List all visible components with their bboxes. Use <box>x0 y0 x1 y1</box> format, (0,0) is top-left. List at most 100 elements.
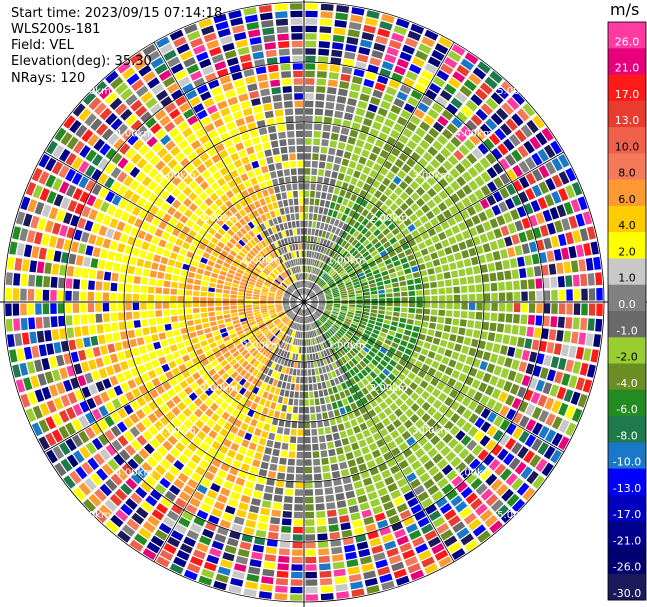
range-gate <box>362 346 370 353</box>
range-gate <box>284 101 293 108</box>
range-gate <box>305 93 314 100</box>
range-gate <box>305 541 316 549</box>
range-gate <box>362 288 370 293</box>
range-gate <box>455 130 467 143</box>
range-gate <box>314 198 320 206</box>
range-gate <box>287 466 295 473</box>
range-gate <box>193 103 205 114</box>
range-gate <box>352 334 360 341</box>
range-gate <box>308 346 312 353</box>
range-gate <box>188 366 197 375</box>
range-gate <box>278 41 290 49</box>
range-gate <box>414 83 426 94</box>
range-gate <box>306 258 309 265</box>
range-gate <box>264 341 271 348</box>
range-gate <box>550 356 560 369</box>
range-gate <box>305 85 315 93</box>
range-gate <box>343 335 350 342</box>
range-gate <box>538 165 550 179</box>
range-gate <box>229 206 238 215</box>
range-gate <box>402 335 410 342</box>
range-gate <box>468 73 482 86</box>
range-gate <box>305 3 319 10</box>
range-gate <box>168 360 177 369</box>
range-gate <box>283 297 290 300</box>
range-gate <box>278 548 290 556</box>
range-gate <box>169 563 184 575</box>
range-gate <box>265 49 277 58</box>
range-gate <box>428 127 440 139</box>
range-gate <box>317 319 322 326</box>
range-gate <box>104 499 118 512</box>
range-gate <box>387 111 398 122</box>
range-gate <box>352 278 359 283</box>
range-gate <box>493 177 504 189</box>
range-gate <box>205 332 213 339</box>
range-gate <box>65 184 77 198</box>
range-gate <box>374 219 383 228</box>
range-gate <box>291 267 295 274</box>
range-gate <box>423 221 433 231</box>
range-gate <box>406 157 416 168</box>
range-gate <box>408 169 418 179</box>
range-gate <box>196 542 209 553</box>
range-gate <box>424 238 433 247</box>
range-gate <box>278 312 285 317</box>
range-gate <box>377 314 385 319</box>
range-gate <box>155 503 169 515</box>
range-gate <box>331 370 337 378</box>
range-gate <box>484 208 495 219</box>
range-gate <box>322 286 329 291</box>
range-gate <box>267 369 274 377</box>
range-gate <box>377 566 391 576</box>
range-gate <box>362 183 371 192</box>
range-gate <box>73 140 85 154</box>
range-gate <box>319 318 325 324</box>
range-gate <box>183 57 196 68</box>
range-gate <box>350 418 358 427</box>
range-gate <box>138 64 152 77</box>
range-gate <box>286 214 291 222</box>
range-gate <box>178 390 187 400</box>
range-gate <box>372 180 381 189</box>
range-gate <box>233 516 245 526</box>
range-gate <box>350 337 358 344</box>
range-gate <box>100 345 109 355</box>
range-gate <box>159 477 171 489</box>
range-gate <box>320 146 328 154</box>
range-gate <box>321 284 328 289</box>
range-gate <box>151 142 163 153</box>
range-gate <box>551 432 563 447</box>
range-gate <box>262 189 269 197</box>
range-gate <box>173 556 187 568</box>
range-gate <box>144 443 155 455</box>
range-gate <box>491 148 503 160</box>
range-gate <box>84 372 94 384</box>
range-gate <box>9 349 18 363</box>
range-gate <box>185 290 193 296</box>
range-gate <box>270 425 277 433</box>
range-gate <box>63 379 73 392</box>
range-gate <box>571 181 583 196</box>
range-gate <box>238 308 245 312</box>
range-gate <box>317 71 327 79</box>
range-gate <box>143 201 153 212</box>
range-gate <box>311 267 315 274</box>
range-gate <box>310 331 314 338</box>
range-gate <box>353 212 361 220</box>
range-gate <box>405 197 415 207</box>
range-gate <box>313 337 318 345</box>
range-gate <box>413 108 425 119</box>
range-gate <box>309 291 314 297</box>
range-gate <box>350 177 358 186</box>
range-gate <box>394 141 405 151</box>
range-gate <box>320 271 326 278</box>
range-gate <box>81 461 94 475</box>
range-gate <box>185 163 195 174</box>
range-gate <box>261 310 268 314</box>
range-gate <box>369 336 377 343</box>
range-gate <box>348 294 355 298</box>
range-gate <box>370 290 378 295</box>
range-gate <box>367 323 375 329</box>
range-gate <box>169 252 178 260</box>
